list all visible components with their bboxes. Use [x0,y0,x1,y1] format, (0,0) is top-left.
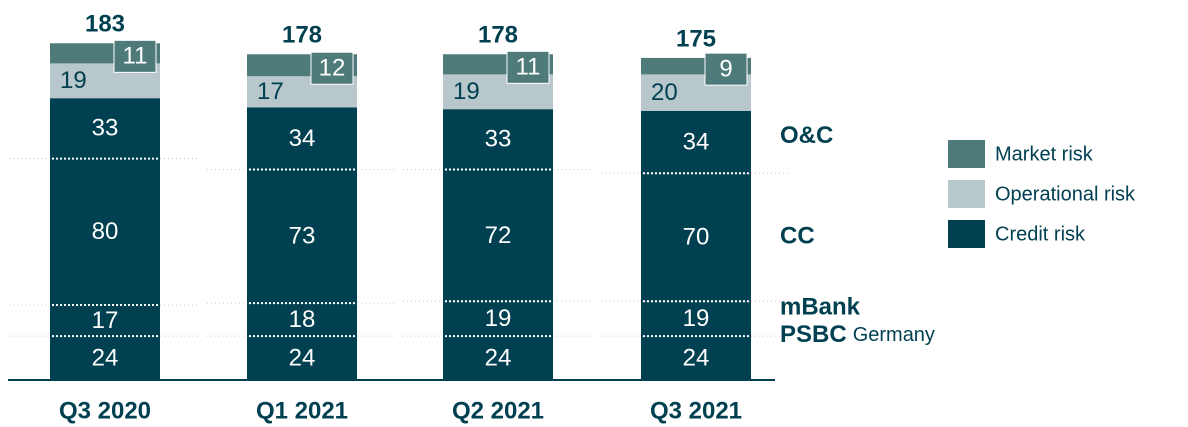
bar-segment [247,336,357,380]
value-label: 72 [485,222,512,249]
value-label: 73 [289,223,316,250]
value-label: 19 [60,67,87,94]
value-label: 17 [257,78,284,105]
segment-note: Germany [853,324,935,346]
value-box [704,52,748,86]
segment-label: CC [780,223,815,250]
value-label: 80 [92,218,119,245]
bar-segment [641,336,751,380]
segment-name: mBank [780,294,861,321]
value-box [113,39,157,73]
bar-segment [50,98,160,159]
value-label: 24 [485,344,512,371]
value-label: 11 [516,54,541,81]
value-label: 24 [289,344,316,371]
bar-segment [443,336,553,380]
value-label: 19 [485,305,512,332]
segment-name: PSBC [780,321,847,348]
bar-segment [443,169,553,302]
legend-swatch [948,220,985,248]
legend-label: Credit risk [995,223,1086,245]
value-label: 11 [123,43,148,70]
total-label: 175 [676,25,716,52]
value-label: 12 [319,55,346,82]
legend-swatch [948,180,985,208]
value-label: 24 [683,344,710,371]
value-box [506,50,550,84]
value-box [310,51,354,85]
value-label: 33 [485,126,512,153]
total-label: 178 [478,22,518,49]
segment-label: PSBC Germany [780,321,935,348]
bar-segment [641,173,751,302]
bar-segment [50,304,160,337]
bar-segment [247,169,357,304]
x-tick-label: Q3 2020 [59,397,151,424]
value-label: 19 [683,305,710,332]
value-label: 24 [92,344,119,371]
segment-name: CC [780,223,815,250]
bar-segment [247,303,357,337]
bar-segment [443,109,553,170]
value-label: 70 [683,224,710,251]
legend-label: Operational risk [995,183,1136,205]
bar-segment [247,107,357,170]
bar-segment [641,301,751,337]
value-label: 34 [683,128,710,155]
bar-segment [50,158,160,305]
value-label: 9 [719,55,732,82]
x-tick-label: Q2 2021 [452,397,544,424]
value-label: 20 [651,79,678,106]
bar-segment [641,110,751,174]
x-tick-label: Q3 2021 [650,397,742,424]
legend-swatch [948,140,985,168]
segment-name: O&C [780,122,833,149]
value-label: 18 [289,306,316,333]
value-label: 17 [92,307,119,334]
value-label: 34 [289,125,316,152]
legend-label: Market risk [995,143,1094,165]
bar-segment [443,301,553,337]
value-label: 19 [453,78,480,105]
x-tick-label: Q1 2021 [256,397,348,424]
total-label: 183 [85,11,125,38]
total-label: 178 [282,22,322,49]
value-label: 33 [92,115,119,142]
segment-label: mBank [780,294,861,321]
bar-segment [50,336,160,380]
segment-label: O&C [780,122,833,149]
